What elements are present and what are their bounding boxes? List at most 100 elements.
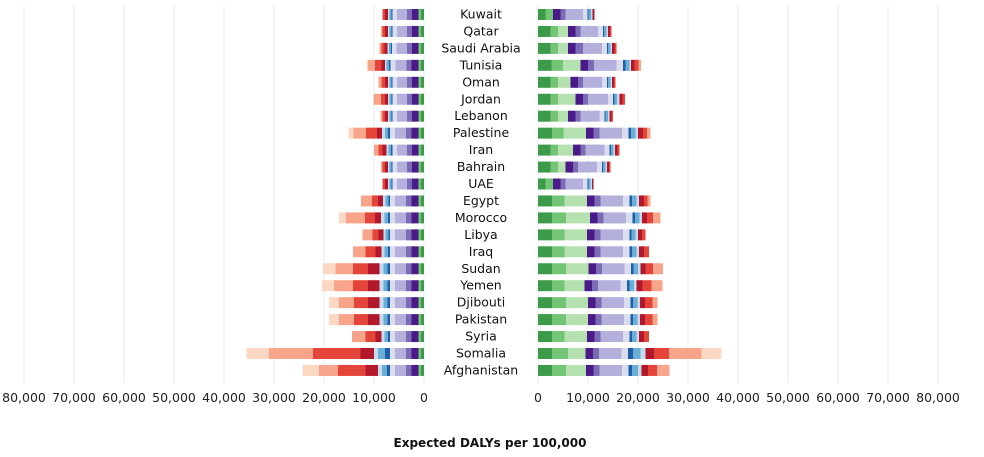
bar-left-libya-seg-9 (383, 229, 386, 241)
bar-left-morocco-seg-3 (411, 212, 419, 224)
bar-right-saudi-arabia-seg-11 (614, 42, 617, 54)
bar-right-djibouti-seg-10 (640, 297, 645, 309)
bar-right-jordan-seg-4 (583, 93, 588, 105)
bar-right-libya-seg-4 (594, 229, 601, 241)
bar-right-iraq-seg-2 (564, 246, 587, 258)
bar-left-afghanistan-seg-13 (302, 364, 319, 376)
bar-left-djibouti-seg-13 (329, 297, 339, 309)
bar-right-bahrain-seg-0 (538, 161, 551, 173)
bar-right-sudan-seg-6 (624, 263, 631, 275)
bar-left-saudi-arabia-seg-5 (396, 42, 407, 54)
country-label-iraq: Iraq (469, 244, 493, 259)
bar-right-sudan-seg-11 (645, 263, 653, 275)
bar-right-lebanon-seg-0 (538, 110, 551, 122)
bar-right-pakistan-seg-2 (566, 314, 588, 326)
bar-left-syria-seg-6 (390, 331, 395, 343)
bar-right-oman-seg-6 (602, 76, 607, 88)
bar-left-oman-seg-12 (378, 76, 382, 88)
bar-right-yemen-seg-12 (651, 280, 663, 292)
bar-right-syria-seg-2 (564, 331, 587, 343)
bar-right-qatar-seg-1 (550, 25, 558, 37)
bar-left-afghanistan-seg-5 (395, 364, 406, 376)
bar-left-saudi-arabia-seg-10 (384, 42, 388, 54)
bar-left-libya-seg-12 (362, 229, 373, 241)
country-label-oman: Oman (462, 74, 500, 89)
bar-right-sudan-seg-4 (596, 263, 602, 275)
bar-right-afghanistan-seg-12 (657, 364, 670, 376)
bar-right-jordan-seg-7 (613, 93, 615, 105)
bar-left-libya-seg-5 (395, 229, 406, 241)
bar-right-bahrain-seg-5 (578, 161, 597, 173)
bar-right-saudi-arabia-seg-1 (550, 42, 558, 54)
country-label-egypt: Egypt (463, 193, 499, 208)
bar-right-lebanon-seg-4 (575, 110, 581, 122)
bar-left-djibouti-seg-6 (390, 297, 395, 309)
bar-left-lebanon-seg-12 (380, 110, 383, 122)
bar-right-tunisia-seg-9 (629, 59, 631, 71)
bar-right-oman-seg-7 (607, 76, 608, 88)
bar-right-sudan-seg-10 (640, 263, 646, 275)
bar-right-djibouti-seg-9 (637, 297, 640, 309)
bar-right-palestine-seg-12 (647, 127, 651, 139)
bar-right-qatar-seg-10 (608, 25, 610, 37)
tick-label-left-30000: 30,000 (252, 390, 296, 405)
bar-left-oman-seg-6 (392, 76, 397, 88)
bar-left-libya-seg-7 (388, 229, 390, 241)
bar-right-kuwait-seg-8 (588, 9, 591, 20)
bar-right-egypt-seg-8 (632, 195, 637, 207)
bar-left-uae-seg-0 (421, 178, 424, 190)
bar-left-qatar-seg-3 (412, 25, 419, 37)
bar-right-palestine-seg-9 (635, 127, 638, 139)
bar-right-lebanon-seg-3 (568, 110, 576, 122)
bar-left-bahrain-seg-3 (412, 161, 419, 173)
bar-right-palestine-seg-0 (538, 127, 552, 139)
bar-left-jordan-seg-4 (407, 93, 412, 105)
bars (246, 9, 722, 376)
tick-label-right-0: 0 (534, 390, 542, 405)
bar-right-pakistan-seg-9 (637, 314, 640, 326)
bar-left-pakistan-seg-1 (418, 314, 421, 326)
bar-right-bahrain-seg-8 (603, 161, 606, 173)
bar-right-egypt-seg-0 (538, 195, 552, 207)
bar-right-jordan-seg-5 (588, 93, 608, 105)
bar-left-iraq-seg-4 (406, 246, 412, 258)
bar-right-tunisia-seg-10 (631, 59, 635, 71)
tick-label-right-70000: 70,000 (866, 390, 910, 405)
bar-right-qatar-seg-5 (580, 25, 598, 37)
bar-right-somalia-seg-1 (552, 348, 568, 359)
bar-left-somalia-seg-13 (246, 348, 269, 359)
bar-left-afghanistan-seg-12 (319, 364, 338, 376)
bar-right-iran-seg-0 (538, 144, 551, 156)
bar-left-libya-seg-1 (418, 229, 421, 241)
bar-right-libya-seg-0 (538, 229, 552, 241)
bar-right-iraq-seg-11 (644, 246, 649, 258)
country-label-tunisia: Tunisia (459, 57, 503, 72)
bar-left-somalia-seg-7 (385, 348, 390, 359)
bar-left-bahrain-seg-4 (407, 161, 412, 173)
bar-right-bahrain-seg-10 (607, 161, 609, 173)
bar-right-saudi-arabia-seg-8 (608, 42, 611, 54)
bar-right-morocco-seg-7 (632, 212, 635, 224)
bar-left-saudi-arabia-seg-12 (379, 42, 382, 54)
bar-right-egypt-seg-4 (594, 195, 601, 207)
bar-right-syria-seg-0 (538, 331, 552, 343)
bar-right-yemen-seg-4 (592, 280, 598, 292)
bar-right-iraq-seg-10 (639, 246, 644, 258)
tick-label-right-30000: 30,000 (666, 390, 710, 405)
bar-right-syria-seg-7 (629, 331, 632, 343)
bar-right-egypt-seg-7 (629, 195, 632, 207)
bar-left-egypt-seg-3 (411, 195, 419, 207)
country-label-uae: UAE (468, 176, 494, 191)
bar-right-tunisia-seg-6 (616, 59, 623, 71)
bar-right-yemen-seg-3 (584, 280, 592, 292)
bar-left-syria-seg-3 (411, 331, 419, 343)
bar-left-somalia-seg-12 (269, 348, 313, 359)
bar-right-iraq-seg-6 (623, 246, 630, 258)
bar-right-iran-seg-7 (609, 144, 611, 156)
bar-right-syria-seg-6 (623, 331, 630, 343)
bar-left-djibouti-seg-10 (368, 297, 380, 309)
bar-left-uae-seg-6 (392, 178, 397, 190)
bar-left-pakistan-seg-12 (339, 314, 354, 326)
bar-left-djibouti-seg-1 (418, 297, 421, 309)
bar-right-bahrain-seg-6 (597, 161, 602, 173)
